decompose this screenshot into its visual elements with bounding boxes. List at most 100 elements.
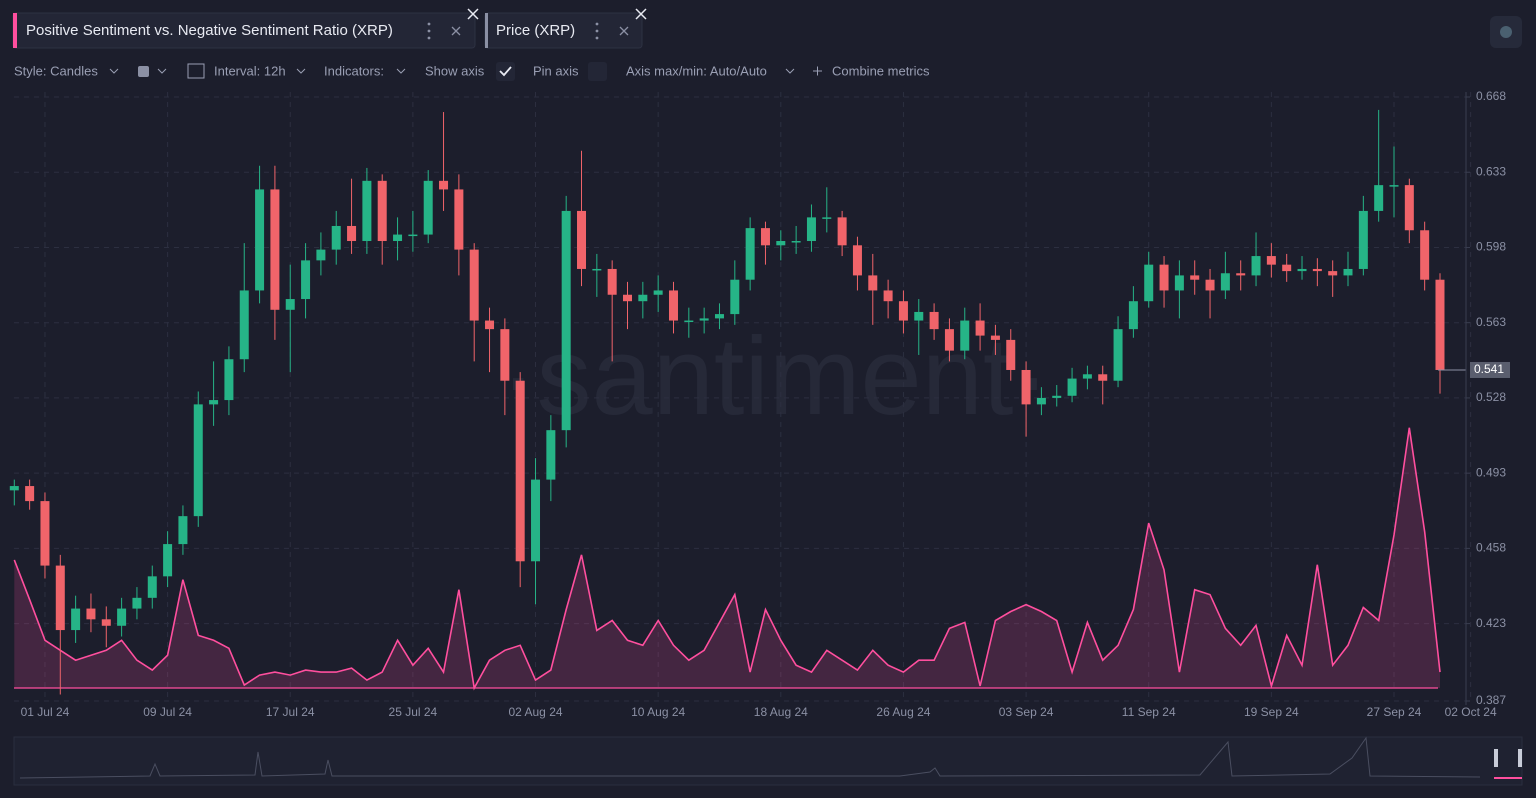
candle-body <box>1389 185 1399 187</box>
menu-icon[interactable] <box>427 22 431 40</box>
pin-axis-label: Pin axis <box>533 63 579 78</box>
candle-body <box>316 249 326 261</box>
menu-icon[interactable] <box>595 22 599 40</box>
sentiment-area <box>14 427 1440 688</box>
candle-body <box>990 335 1000 340</box>
remove-icon[interactable] <box>635 8 647 20</box>
y-tick-label: 0.563 <box>1476 315 1506 329</box>
candle-body <box>347 225 357 242</box>
candle-body <box>531 479 541 562</box>
candle-body <box>1098 374 1108 381</box>
candle-body <box>485 320 495 330</box>
candle-body <box>944 329 954 351</box>
pin-axis-checkbox[interactable] <box>588 62 607 81</box>
candle-body <box>1205 279 1215 291</box>
candle-body <box>1266 256 1276 265</box>
x-tick-label: 11 Sep 24 <box>1122 705 1176 719</box>
chevron <box>109 68 119 74</box>
navigator-handle[interactable] <box>1494 749 1498 767</box>
chevron <box>296 68 306 74</box>
candle-body <box>239 290 249 360</box>
candle-body <box>101 619 111 626</box>
candle-body <box>607 268 617 295</box>
chevron <box>396 68 406 74</box>
candle-body <box>975 320 985 336</box>
candle-body <box>1297 268 1307 272</box>
candle-body <box>577 210 587 269</box>
x-tick-label: 10 Aug 24 <box>631 705 685 719</box>
candle-body <box>1343 268 1353 276</box>
candle-body <box>469 249 479 321</box>
candle-body <box>301 260 311 300</box>
plot: 0.387 0.423 0.458 0.493 0.528 0.563 0.598 0.633… <box>9 89 1510 719</box>
candle-body <box>684 320 694 323</box>
navigator-trace <box>19 736 1481 779</box>
candle-body <box>423 180 433 235</box>
candle-body <box>255 189 265 291</box>
candle-body <box>883 290 893 302</box>
candle-body <box>791 241 801 243</box>
x-tick-label: 17 Jul 24 <box>266 705 315 719</box>
candle-body <box>776 241 786 246</box>
candle-body <box>699 318 709 321</box>
watermark: ·santiment· <box>500 315 1050 438</box>
tab-label: Price (XRP) <box>496 22 575 39</box>
combine-button[interactable]: Combine metrics <box>832 63 930 78</box>
sentiment-line <box>13 427 1441 691</box>
remove-icon[interactable] <box>467 8 479 20</box>
candle-body <box>653 290 663 295</box>
last-value-box <box>1470 361 1510 378</box>
candle-body <box>362 180 372 242</box>
candle-body <box>1312 268 1322 272</box>
candle-body <box>745 228 755 280</box>
candle-body <box>454 189 464 250</box>
candle-body <box>929 311 939 330</box>
candle-body <box>25 486 35 502</box>
navigator-handle[interactable] <box>1518 749 1522 767</box>
close-icon[interactable] <box>451 26 461 36</box>
color-picker[interactable] <box>138 66 149 77</box>
interval-icon <box>187 63 205 79</box>
last-value-label: 0.541 <box>1474 362 1504 376</box>
candle-body <box>1251 256 1261 276</box>
candle-body <box>132 597 142 609</box>
candle-body <box>1328 271 1338 276</box>
candle-body <box>1052 395 1062 398</box>
candle-body <box>209 400 219 405</box>
indicators-select[interactable]: Indicators: <box>324 63 384 78</box>
x-tick-label: 26 Aug 24 <box>876 705 930 719</box>
candle-body <box>960 320 970 351</box>
navigator[interactable] <box>13 736 1523 786</box>
style-select[interactable]: Style: Candles <box>14 63 98 78</box>
candle-body <box>623 294 632 302</box>
x-tick-label: 27 Sep 24 <box>1367 705 1422 719</box>
show-axis-checkbox[interactable] <box>496 62 515 81</box>
candle-body <box>9 486 19 491</box>
y-tick-label: 0.633 <box>1476 164 1506 178</box>
x-tick-label: 25 Jul 24 <box>389 705 438 719</box>
candle-body <box>270 189 280 310</box>
candle-body <box>117 608 127 626</box>
candle-body <box>408 234 418 237</box>
interval-select[interactable]: Interval: 12h <box>214 63 286 78</box>
close-icon[interactable] <box>619 26 629 36</box>
candle-body <box>285 299 295 310</box>
candle-body <box>1374 185 1384 211</box>
candle-body <box>193 404 203 517</box>
candle-body <box>515 380 525 562</box>
candle-body <box>1435 279 1445 370</box>
candle-body <box>806 217 816 242</box>
candle-body <box>714 314 724 319</box>
x-tick-label: 03 Sep 24 <box>999 705 1054 719</box>
candle-body <box>224 359 234 401</box>
candle-body <box>86 608 96 620</box>
candle-body <box>1067 378 1077 396</box>
axis-range-select[interactable]: Axis max/min: Auto/Auto <box>626 63 767 78</box>
x-tick-label: 01 Jul 24 <box>21 705 70 719</box>
candle-body <box>500 329 510 381</box>
candle-body <box>55 565 65 631</box>
candle-body <box>71 608 81 631</box>
plus-icon <box>813 66 822 76</box>
